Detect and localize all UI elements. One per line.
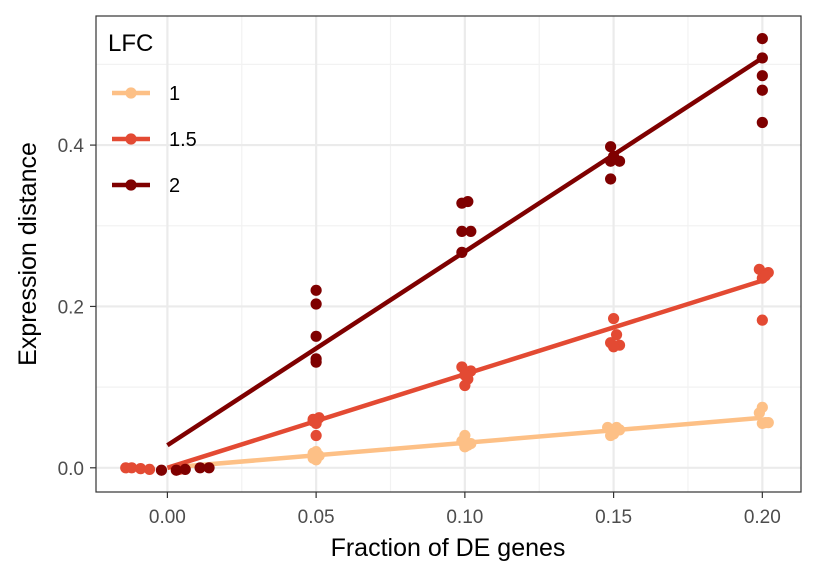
data-point-lfc-2 [756,70,768,82]
legend-key-point [125,179,137,191]
data-point-lfc-2 [605,173,617,185]
data-point-lfc-1-5 [607,341,620,353]
data-point-lfc-1-5 [459,369,471,381]
data-point-lfc-2 [155,464,168,476]
data-point-lfc-2 [605,141,617,153]
data-point-lfc-2 [613,155,626,167]
data-point-lfc-1-5 [607,312,620,325]
data-point-lfc-1 [607,428,620,440]
data-point-lfc-1-5 [126,462,138,474]
data-point-lfc-1-5 [310,429,322,442]
data-point-lfc-2 [170,464,182,476]
y-axis: 0.0 0.2 0.4 [58,136,96,480]
data-point-lfc-2 [756,84,768,96]
legend-label: 1.5 [169,129,197,151]
data-point-lfc-1 [762,417,774,429]
data-point-lfc-1-5 [610,329,623,341]
panel-border [95,15,802,493]
x-axis-title: Fraction of DE genes [331,534,566,562]
data-point-lfc-2 [756,116,768,129]
data-point-lfc-2 [462,195,474,208]
y-tick-label: 0.4 [58,136,85,157]
x-tick-label: 0.10 [446,507,483,528]
x-tick-label: 0.20 [744,507,781,528]
legend-label: 1 [169,83,180,105]
data-point-lfc-2 [605,155,617,167]
data-point-lfc-2 [310,356,322,368]
legend-key-point [125,87,137,99]
legend-title: LFC [108,30,153,57]
x-tick-label: 0.15 [595,507,632,528]
data-point-lfc-2 [179,463,191,476]
data-point-lfc-1-5 [310,417,322,430]
data-point-lfc-2 [194,462,206,474]
data-point-lfc-1-5 [143,463,156,476]
data-point-lfc-2 [465,225,477,238]
data-point-lfc-1 [310,454,322,466]
x-axis: 0.00 0.05 0.10 0.15 0.20 [149,492,781,528]
y-axis-title: Expression distance [14,142,42,366]
data-point-lfc-1 [753,407,765,419]
x-tick-label: 0.00 [149,507,186,528]
data-point-lfc-2 [456,225,468,238]
data-point-lfc-2 [456,246,468,258]
data-point-lfc-2 [203,462,215,474]
legend: LFC 1 1.5 2 [108,30,197,197]
data-point-lfc-1-5 [759,270,771,282]
data-point-lfc-1-5 [756,314,768,326]
data-point-lfc-1 [459,441,471,453]
y-tick-label: 0.2 [58,297,84,318]
data-point-lfc-2 [756,52,768,64]
minor-gridlines [96,16,801,492]
data-point-lfc-1-5 [135,463,147,475]
legend-key-point [125,133,137,145]
data-point-lfc-1-5 [459,379,471,392]
data-points [120,32,774,476]
data-point-lfc-2 [310,298,322,310]
x-tick-label: 0.05 [298,507,335,528]
data-point-lfc-2 [310,330,322,342]
y-tick-label: 0.0 [58,459,84,480]
data-point-lfc-2 [756,32,768,45]
data-point-lfc-2 [310,284,322,296]
legend-label: 2 [169,175,180,197]
